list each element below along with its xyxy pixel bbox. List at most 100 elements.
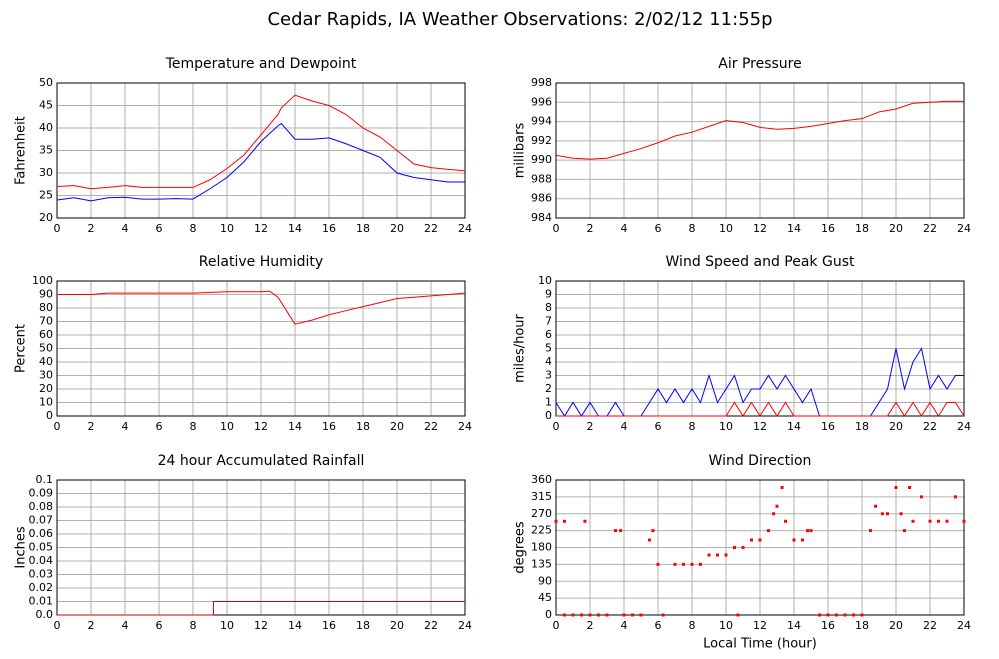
data-point [750, 538, 753, 542]
x-tick-label: 8 [190, 222, 197, 235]
y-tick-label: 7 [545, 315, 552, 328]
y-tick-label: 45 [538, 591, 552, 604]
data-point [741, 546, 745, 549]
x-tick-label: 22 [923, 619, 937, 632]
y-tick-label: 3 [545, 369, 552, 382]
data-point [899, 512, 903, 516]
x-tick-label: 22 [424, 619, 438, 632]
data-line [56, 122, 465, 202]
y-tick-label: 986 [531, 192, 552, 205]
data-point [908, 486, 912, 489]
y-tick-label: 50 [39, 76, 53, 89]
x-tick-label: 20 [889, 619, 903, 632]
y-tick-label: 9 [545, 288, 552, 301]
data-point [962, 519, 966, 523]
x-tick-label: 2 [587, 420, 594, 433]
y-tick-label: 315 [531, 490, 552, 503]
x-tick-label: 10 [220, 619, 234, 632]
panel-title: Air Pressure [718, 56, 801, 72]
data-point [826, 613, 830, 617]
data-point [806, 529, 810, 533]
y-tick-label: 45 [39, 99, 53, 112]
x-tick-label: 18 [356, 420, 370, 433]
data-point [580, 613, 583, 617]
y-tick-label: 0.03 [29, 568, 54, 581]
x-tick-label: 12 [254, 222, 268, 235]
x-tick-label: 18 [356, 619, 370, 632]
x-tick-label: 0 [553, 619, 560, 632]
y-tick-label: 0.09 [29, 487, 54, 500]
y-tick-label: 990 [531, 153, 552, 166]
data-point [661, 613, 665, 617]
x-axis-label: Local Time (hour) [703, 637, 817, 652]
data-point [775, 504, 779, 508]
data-point [736, 613, 740, 617]
data-point [716, 553, 719, 557]
page-title: Cedar Rapids, IA Weather Observations: 2… [267, 9, 772, 30]
y-tick-label: 4 [545, 355, 552, 368]
data-point [724, 553, 728, 557]
x-tick-label: 6 [655, 222, 662, 235]
x-tick-label: 24 [957, 619, 971, 632]
data-point [651, 529, 655, 533]
x-tick-label: 18 [855, 420, 869, 433]
plot-frame [555, 82, 965, 219]
x-tick-label: 16 [821, 619, 835, 632]
y-tick-label: 5 [545, 342, 552, 355]
x-tick-label: 8 [689, 222, 696, 235]
data-point [880, 512, 884, 516]
data-point [733, 546, 736, 549]
data-point [792, 538, 796, 542]
x-tick-label: 4 [621, 222, 628, 235]
data-point [690, 562, 694, 566]
y-tick-label: 2 [545, 382, 552, 395]
y-axis-label: Inches [14, 526, 29, 568]
data-point [605, 613, 609, 617]
panel-title: Wind Direction [709, 453, 812, 469]
data-point [860, 613, 864, 617]
data-point [571, 613, 575, 617]
plot-frame [56, 479, 466, 616]
x-tick-label: 14 [787, 619, 801, 632]
x-tick-label: 10 [220, 222, 234, 235]
y-tick-label: 0.08 [29, 500, 54, 513]
y-tick-label: 0 [545, 608, 552, 621]
x-tick-label: 18 [855, 619, 869, 632]
x-tick-label: 12 [753, 420, 767, 433]
data-point [911, 519, 915, 523]
x-tick-label: 0 [553, 420, 560, 433]
x-tick-label: 16 [821, 222, 835, 235]
data-line [556, 401, 965, 417]
x-tick-label: 14 [787, 222, 801, 235]
x-tick-label: 22 [424, 222, 438, 235]
x-tick-label: 8 [689, 619, 696, 632]
y-axis-label: Fahrenheit [14, 116, 29, 185]
x-tick-label: 22 [923, 222, 937, 235]
x-tick-label: 24 [957, 222, 971, 235]
data-point [588, 613, 592, 617]
y-axis-label: Percent [14, 324, 29, 373]
y-tick-label: 0.01 [29, 595, 54, 608]
y-tick-label: 0.05 [29, 541, 54, 554]
data-point [619, 529, 623, 533]
x-tick-label: 16 [322, 222, 336, 235]
data-point [809, 529, 813, 533]
data-point [758, 538, 762, 542]
y-tick-label: 984 [531, 211, 552, 224]
data-point [903, 529, 906, 533]
y-tick-label: 90 [39, 288, 53, 301]
y-tick-label: 0.06 [29, 527, 54, 540]
x-tick-label: 4 [621, 619, 628, 632]
x-tick-label: 18 [855, 222, 869, 235]
y-tick-label: 30 [39, 369, 53, 382]
x-tick-label: 16 [322, 619, 336, 632]
y-tick-label: 0.1 [36, 473, 54, 486]
x-tick-label: 2 [88, 420, 95, 433]
x-tick-label: 4 [122, 420, 129, 433]
x-tick-label: 14 [288, 222, 302, 235]
x-tick-label: 8 [190, 619, 197, 632]
data-point [614, 529, 617, 533]
y-tick-label: 8 [545, 301, 552, 314]
y-tick-label: 180 [531, 541, 552, 554]
